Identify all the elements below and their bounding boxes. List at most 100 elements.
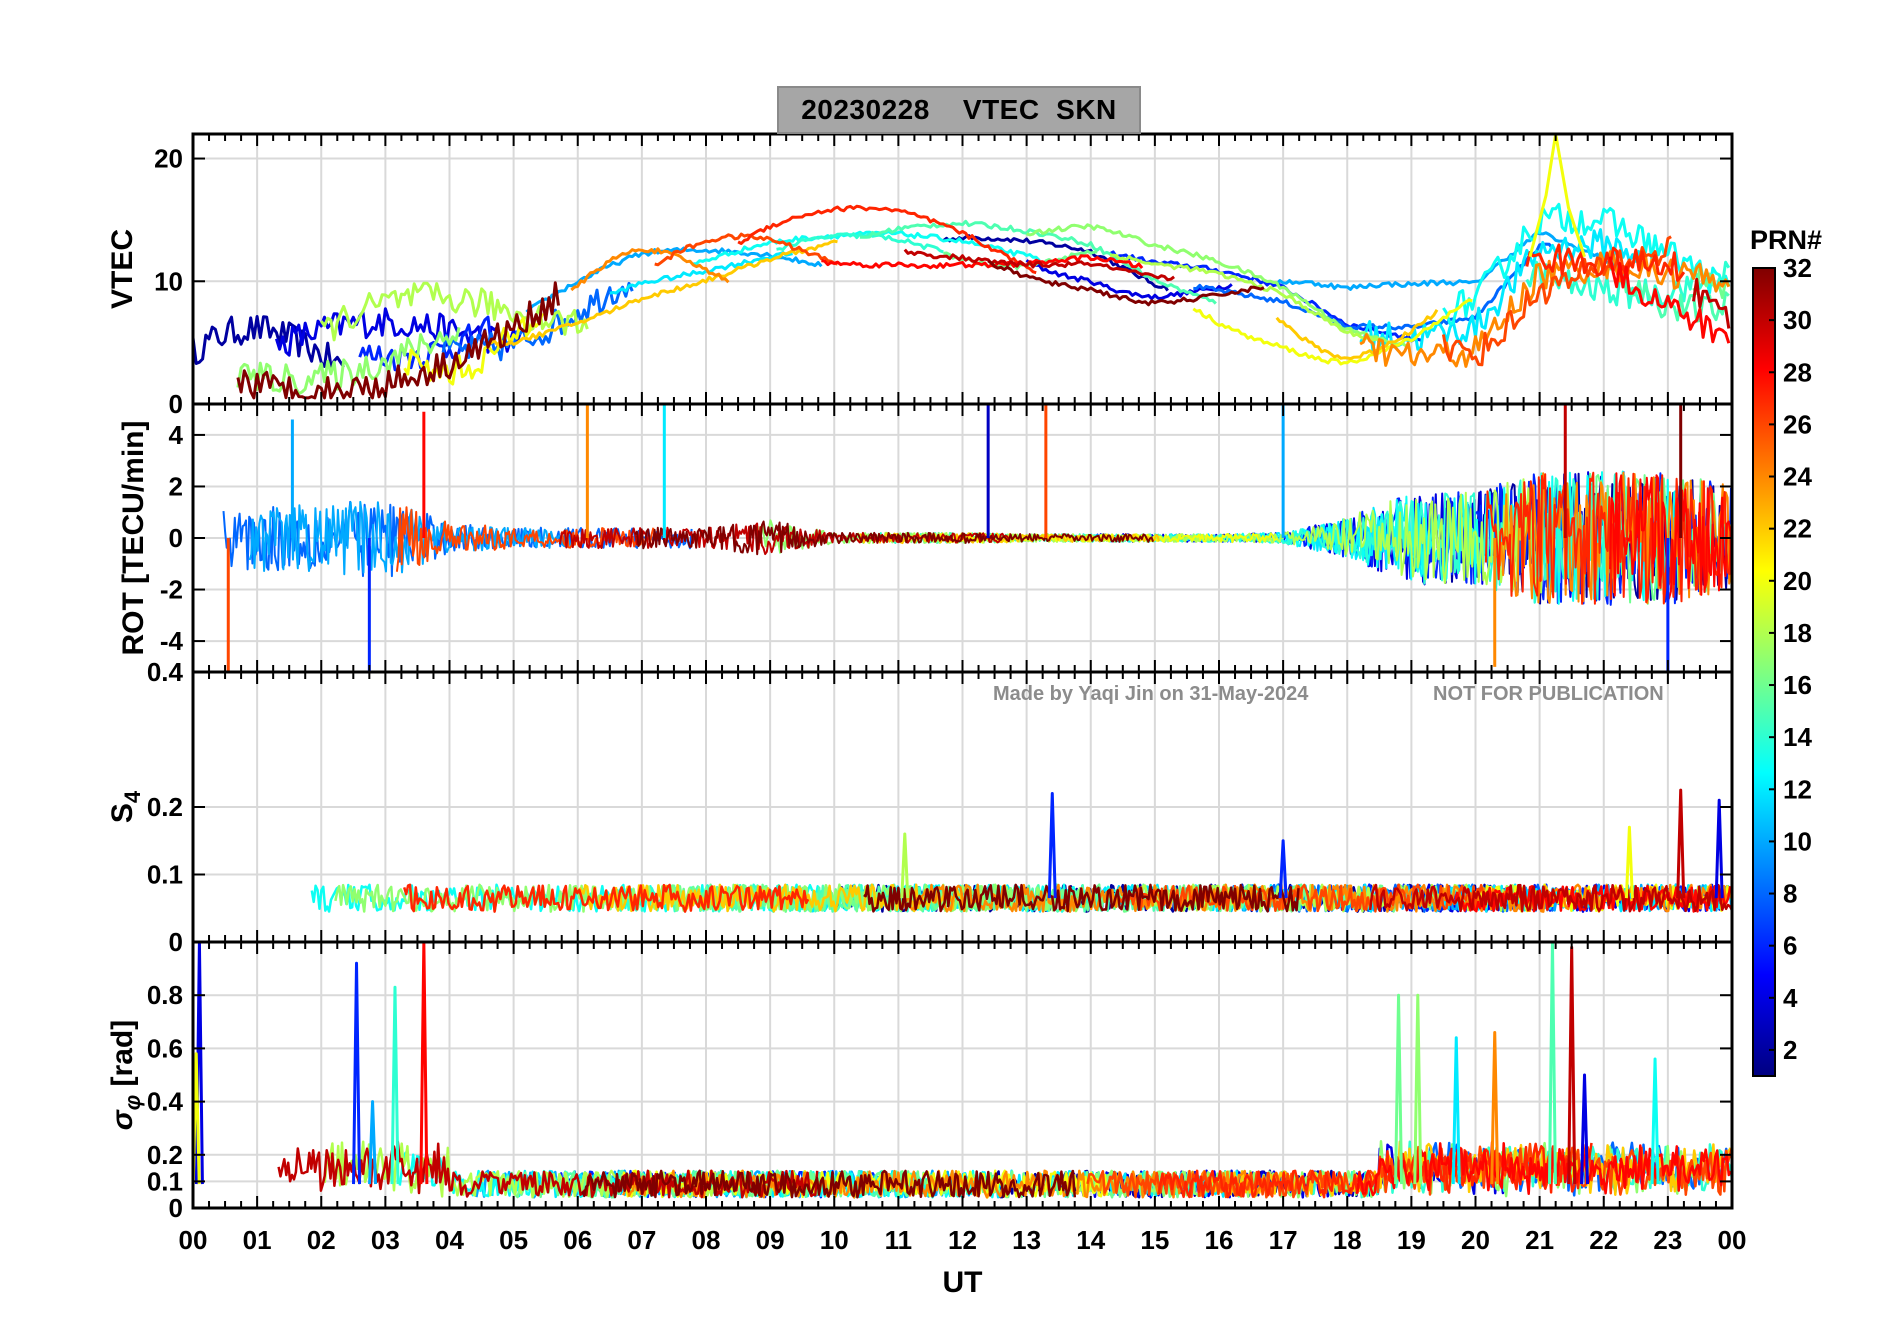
xtick-label: 05 [499, 1225, 528, 1255]
vtec-trace-prn-4 [1025, 259, 1233, 301]
chart-title: 20230228 VTEC SKN [777, 86, 1141, 134]
vtec-trace-prn-27 [737, 204, 1037, 275]
xtick-label: 16 [1205, 1225, 1234, 1255]
vtec-trace-prn-28 [1608, 256, 1731, 344]
vtec-trace-prn-32 [236, 281, 560, 400]
title-station: SKN [1056, 94, 1117, 125]
vtec-trace-prn-28 [821, 254, 1144, 270]
s4-ylabel: S4 [106, 790, 145, 823]
xtick-label: 13 [1012, 1225, 1041, 1255]
vtec-trace-prn-26 [654, 232, 838, 267]
rot-trace-prn-28 [1609, 472, 1732, 603]
sigphi-spike [368, 1100, 378, 1185]
xtick-label: 00 [179, 1225, 208, 1255]
vtec-trace-prn-17 [236, 327, 461, 396]
vtec-trace-prn-20 [1192, 298, 1473, 366]
vtec-trace-prn-15 [859, 219, 1217, 305]
colorbar-gradient [1752, 267, 1776, 1077]
colorbar-tick-label: 32 [1783, 253, 1812, 283]
s4-trace-prn-27 [403, 883, 810, 913]
vtec-trace-prn-24 [1359, 250, 1731, 368]
vtec-trace-peak [1528, 134, 1586, 258]
xtick-label: 07 [627, 1225, 656, 1255]
rot-trace-prn-32 [634, 520, 1155, 556]
colorbar-tick-label: 2 [1783, 1035, 1797, 1065]
xtick-label: 23 [1653, 1225, 1682, 1255]
s4-spike [1278, 839, 1288, 899]
vtec-trace-prn-14 [776, 232, 944, 254]
panel-rot: -4 -2 0 2 4 ROT [TECU/min] [117, 402, 1734, 674]
rot-trace-prn-8 [222, 500, 693, 578]
rot-ytick-label: -4 [160, 626, 184, 656]
s4-spike [900, 832, 910, 899]
xtick-label: 11 [885, 1225, 913, 1255]
vtec-trace-prn-24 [570, 247, 730, 292]
panel-s4: 0.1 0.2 0.4 S4 [106, 657, 1734, 944]
vtec-trace-prn-17 [1026, 223, 1409, 347]
title-quantity: VTEC [962, 94, 1040, 125]
colorbar-tick-label: 26 [1783, 409, 1812, 439]
sigphi-trace-prn-28 [1355, 1140, 1732, 1197]
vtec-trace-prn-22 [1275, 309, 1439, 361]
vtec-ylabel: VTEC [106, 229, 139, 309]
vtec-trace-prn-30 [903, 248, 1175, 282]
rot-ytick-label: -2 [160, 575, 183, 605]
sigphi-ylabel-unit: [rad] [106, 1020, 139, 1095]
sigphi-ytick-label: 0.2 [147, 1140, 183, 1170]
s4-traces [310, 788, 1732, 913]
rot-traces [222, 404, 1732, 672]
s4-spike [1714, 798, 1724, 899]
xtick-label: 04 [435, 1225, 464, 1255]
sigphi-spike [1490, 1030, 1500, 1185]
colorbar-tick-label: 30 [1783, 305, 1812, 335]
xtick-label: 17 [1269, 1225, 1298, 1255]
sigphi-ytick-label: 0.4 [147, 1087, 184, 1117]
vtec-trace-prn-2 [193, 315, 345, 368]
sigphi-traces [193, 942, 1732, 1199]
sigphi-ytick-label: 0.1 [147, 1166, 183, 1196]
xtick-label: 00 [1718, 1225, 1747, 1255]
xtick-label: 06 [563, 1225, 592, 1255]
vtec-trace-prn-12 [609, 251, 793, 295]
vtec-ticks [192, 134, 1733, 405]
sigphi-ytick-label: 0.6 [147, 1033, 183, 1063]
colorbar-tick-label: 22 [1783, 514, 1812, 544]
s4-spike [1047, 792, 1057, 899]
sigphi-trace-prn-32 [581, 1169, 1077, 1199]
sigphi-trace-prn-27 [1157, 1142, 1593, 1199]
sigphi-ytick-label: 0.8 [147, 980, 183, 1010]
x-axis-label: UT [943, 1266, 983, 1299]
vtec-ytick-label: 20 [154, 144, 183, 174]
xtick-label: 19 [1397, 1225, 1426, 1255]
colorbar-tick-label: 8 [1783, 879, 1797, 909]
sigphi-ytick-label: 0 [169, 927, 183, 957]
rot-ylabel: ROT [TECU/min] [117, 421, 150, 656]
sigphi-ytick-label: 0 [169, 1193, 183, 1223]
sigphi-ticks [192, 941, 1733, 1209]
watermark-notice: NOT FOR PUBLICATION [1433, 683, 1664, 705]
s4-trace-prn-32 [863, 883, 1300, 913]
vtec-traces [193, 134, 1731, 400]
sigphi-spike [1413, 993, 1423, 1185]
vtec-trace-prn-27 [1525, 243, 1686, 282]
sigphi-spike [1547, 942, 1557, 1185]
rot-trace-prn-27 [1484, 471, 1732, 605]
xtick-label: 02 [307, 1225, 336, 1255]
colorbar-tick-label: 10 [1783, 826, 1812, 856]
xtick-label: 10 [820, 1225, 849, 1255]
sigphi-spike [1394, 993, 1404, 1185]
xtick-label: 09 [756, 1225, 785, 1255]
xtick-label: 21 [1525, 1225, 1554, 1255]
colorbar-tick-label: 20 [1783, 566, 1812, 596]
vtec-ytick-label: 0 [169, 389, 183, 419]
colorbar-tick-label: 24 [1783, 462, 1812, 492]
s4-spike [1624, 825, 1634, 899]
vtec-trace-prn-30 [1692, 277, 1731, 329]
xtick-label: 20 [1461, 1225, 1490, 1255]
sigphi-spike [1451, 1036, 1461, 1185]
vtec-trace-prn-18 [1109, 253, 1380, 342]
xtick-label: 18 [1333, 1225, 1362, 1255]
sigphi-spike [390, 985, 400, 1185]
